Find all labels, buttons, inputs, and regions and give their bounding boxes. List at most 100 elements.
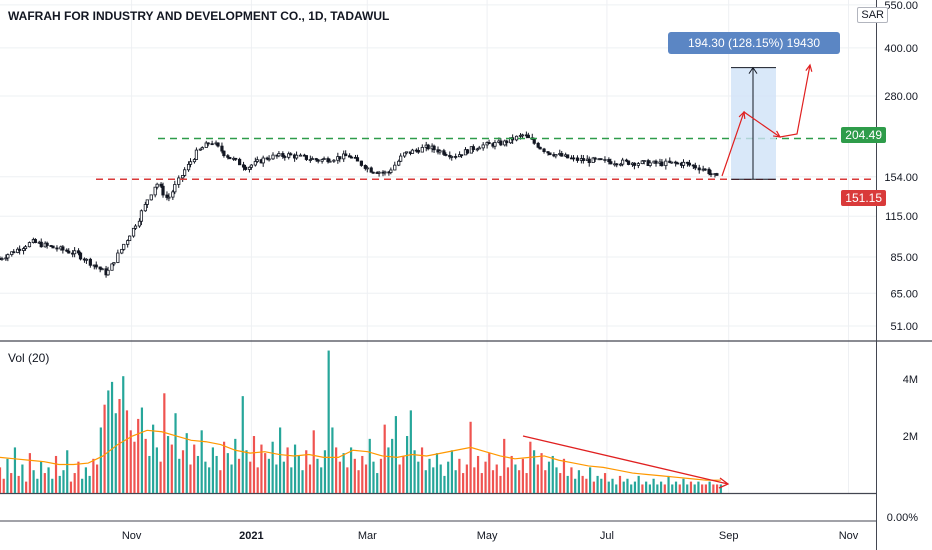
volume-ma-line: [0, 429, 721, 481]
volume-bar: [674, 481, 678, 493]
candle-body: [116, 252, 120, 263]
volume-bar: [245, 450, 248, 493]
candle-body: [560, 153, 564, 157]
volume-bar: [715, 484, 719, 493]
volume-bar: [51, 478, 54, 493]
volume-trend-line: [522, 435, 729, 485]
volume-bar: [566, 475, 569, 493]
candle-body: [110, 263, 114, 271]
volume-bar: [327, 350, 330, 493]
volume-bar: [633, 481, 637, 493]
candle-body: [393, 164, 397, 171]
candle-body: [98, 266, 102, 270]
candle-body: [342, 153, 346, 160]
candle-body: [112, 262, 116, 265]
candle-body: [177, 177, 181, 185]
candle-body: [326, 158, 330, 163]
candle-body: [581, 158, 585, 162]
volume-bar: [36, 478, 39, 493]
price-tick-label: 85.00: [890, 252, 918, 264]
candle-body: [145, 199, 149, 205]
volume-bar: [491, 470, 495, 493]
time-tick-label: 2021: [239, 530, 263, 542]
projection-arrow-head: [738, 110, 746, 120]
candle-body: [294, 154, 299, 159]
candle-body: [308, 159, 312, 161]
volume-tick-label: 0.00%: [887, 512, 918, 524]
candle-body: [94, 264, 98, 268]
volume-bar: [66, 450, 69, 493]
candle-body: [21, 248, 26, 251]
candle-body: [526, 134, 530, 139]
candle-body: [122, 243, 126, 250]
candle-body: [648, 162, 652, 166]
volume-bar: [159, 461, 162, 493]
candle-body: [609, 161, 613, 165]
candle-body: [131, 227, 136, 237]
volume-bar: [656, 484, 659, 493]
volume-bar: [574, 478, 577, 493]
candle-body: [33, 239, 37, 244]
candle-body: [283, 156, 287, 158]
time-tick-label: May: [477, 530, 498, 542]
volume-bar: [312, 430, 315, 493]
candle-body: [693, 165, 697, 169]
volume-bar: [708, 481, 711, 493]
price-tick-label: 115.00: [885, 211, 918, 223]
candle-body: [210, 143, 214, 146]
volume-bar: [293, 444, 297, 493]
candle-body: [536, 142, 540, 148]
volume-bar: [458, 458, 461, 493]
candle-body: [39, 241, 43, 248]
candle-body: [532, 139, 536, 144]
volume-bar: [521, 458, 524, 493]
candle-body: [499, 140, 503, 146]
candle-body: [426, 144, 430, 150]
price-tick-label: 154.00: [884, 172, 918, 184]
volume-bar: [353, 458, 356, 493]
price-tick-label: 65.00: [890, 288, 918, 300]
volume-bar: [473, 467, 476, 493]
volume-bar: [62, 470, 65, 493]
candle-body: [681, 161, 686, 166]
volume-bar: [103, 404, 106, 493]
volume-bar: [701, 484, 704, 493]
candle-body: [475, 148, 479, 151]
volume-bar: [249, 461, 252, 493]
volume-bar: [342, 453, 345, 493]
candle-body: [126, 240, 130, 245]
candle-body: [591, 157, 595, 164]
volume-bar: [81, 478, 84, 493]
volume-bar: [596, 475, 599, 493]
projection-arrows: [721, 63, 813, 177]
projection-arrow-head: [772, 130, 782, 138]
price-tick-label: 51.00: [890, 321, 918, 333]
volume-bar: [398, 464, 401, 493]
volume-bar: [152, 424, 155, 493]
volume-bar: [391, 438, 394, 493]
candle-body: [253, 161, 257, 166]
volume-bar: [577, 470, 581, 493]
candle-body: [120, 248, 124, 254]
volume-bar: [480, 473, 483, 493]
candle-body: [593, 157, 597, 160]
candle-body: [234, 157, 238, 160]
candle-body: [186, 163, 191, 171]
volume-bar: [413, 450, 416, 493]
volume-bar: [525, 473, 528, 493]
volume-bar: [600, 478, 603, 493]
volume-bars: [0, 350, 722, 493]
volume-bar: [122, 376, 125, 493]
volume-pane-label: Vol (20): [8, 351, 50, 365]
volume-bar: [667, 475, 670, 493]
volume-bar: [719, 484, 722, 493]
volume-bar: [630, 484, 633, 493]
volume-bar: [435, 453, 439, 493]
candle-body: [159, 183, 163, 187]
candle-body: [481, 144, 485, 149]
volume-bar: [682, 478, 685, 493]
volume-bar: [193, 444, 196, 493]
candle-body: [173, 184, 177, 193]
price-tick-label: 550.00: [884, 0, 918, 12]
